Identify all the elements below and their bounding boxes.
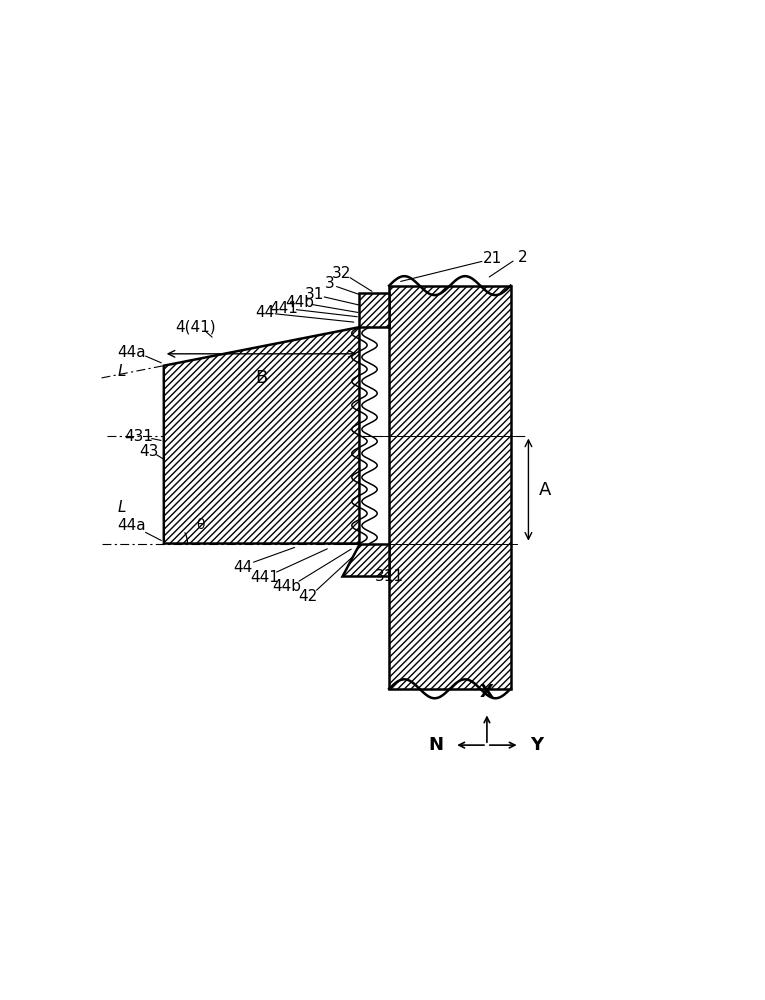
Text: 441: 441 xyxy=(270,301,298,316)
Text: 44a: 44a xyxy=(117,345,145,360)
Text: L: L xyxy=(118,500,126,515)
Text: 3: 3 xyxy=(325,276,334,291)
Text: N: N xyxy=(428,736,444,754)
Text: A: A xyxy=(539,481,552,499)
Text: 441: 441 xyxy=(250,570,279,585)
Polygon shape xyxy=(360,293,389,327)
Text: 44: 44 xyxy=(233,560,252,575)
Text: 431: 431 xyxy=(124,429,153,444)
Text: 42: 42 xyxy=(298,589,317,604)
Polygon shape xyxy=(342,544,389,576)
Text: 311: 311 xyxy=(375,569,404,584)
Text: B: B xyxy=(256,369,268,387)
Text: L: L xyxy=(118,364,126,379)
Polygon shape xyxy=(389,286,511,689)
Text: 43: 43 xyxy=(139,444,158,459)
Text: 2: 2 xyxy=(518,250,527,265)
Text: 44a: 44a xyxy=(117,518,145,533)
Text: 44b: 44b xyxy=(272,579,301,594)
Text: Y: Y xyxy=(530,736,543,754)
Polygon shape xyxy=(164,327,360,544)
Text: X: X xyxy=(480,683,494,701)
Text: 44b: 44b xyxy=(285,295,314,310)
Text: 44: 44 xyxy=(255,305,274,320)
Text: θ: θ xyxy=(197,518,205,532)
Text: 4(41): 4(41) xyxy=(175,320,216,335)
Text: 31: 31 xyxy=(305,287,324,302)
Text: 32: 32 xyxy=(332,266,351,281)
Text: 21: 21 xyxy=(483,251,503,266)
